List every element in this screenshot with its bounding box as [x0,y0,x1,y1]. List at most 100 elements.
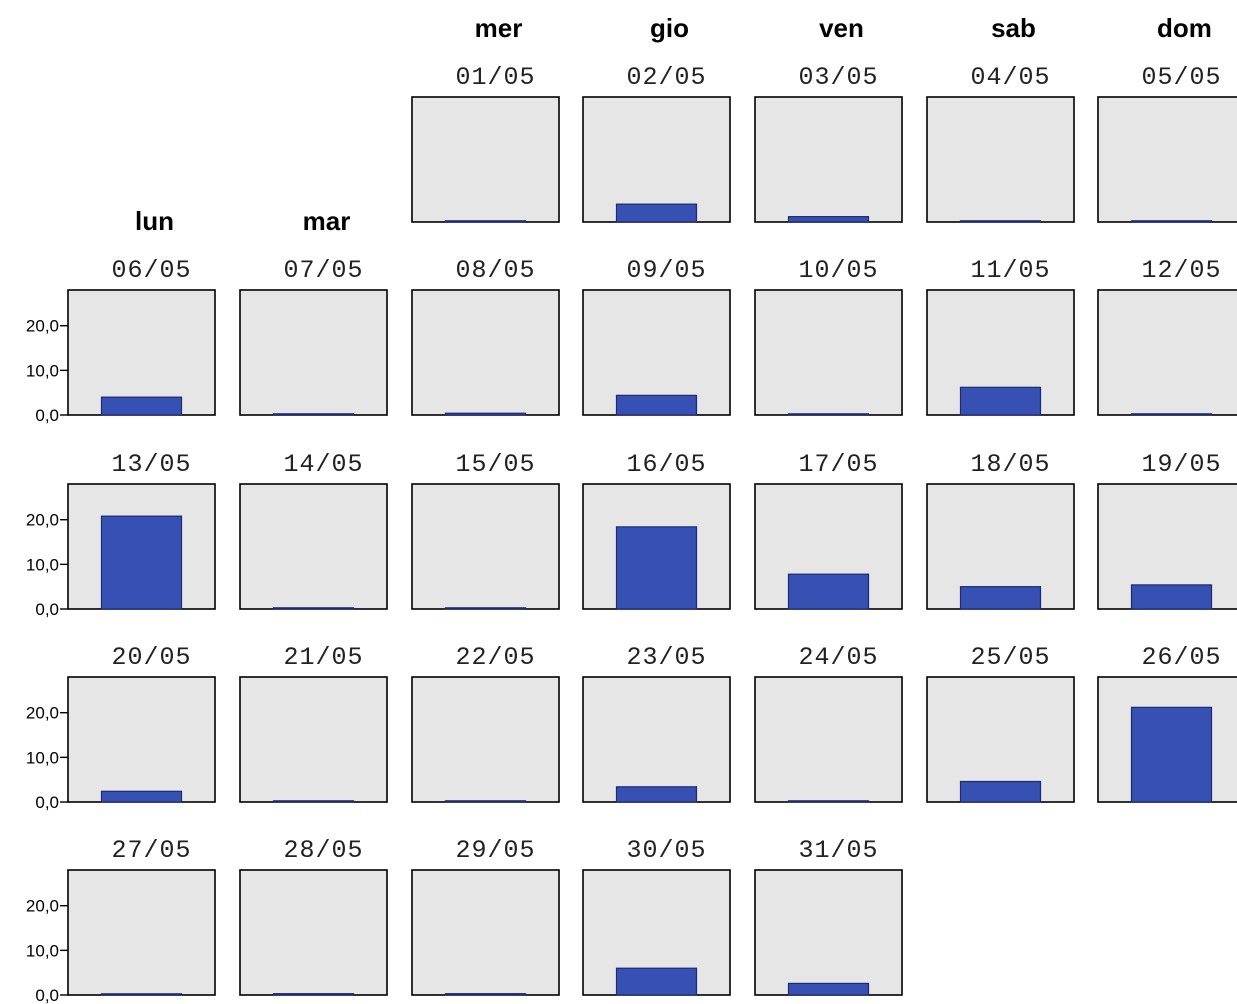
weekday-label-sab: sab [991,13,1036,43]
bar-24-05 [787,800,870,803]
panel-23-05 [582,676,731,803]
bar-05-05 [1130,220,1213,223]
panel-27-05 [67,869,216,996]
date-label-24-05: 24/05 [798,643,878,672]
y-tick-label-row1-1: 10,0 [26,361,59,380]
panel-15-05 [411,483,560,610]
date-label-22-05: 22/05 [455,643,535,672]
y-tick-label-row1-0: 0,0 [35,406,59,425]
date-label-28-05: 28/05 [283,836,363,865]
bar-27-05 [100,993,183,996]
bar-15-05 [444,607,527,610]
panel-14-05 [239,483,388,610]
bar-06-05 [100,396,183,416]
panel-08-05 [411,289,560,416]
bar-30-05 [615,967,698,996]
bar-26-05 [1130,706,1213,803]
date-label-30-05: 30/05 [626,836,706,865]
bar-12-05 [1130,413,1213,416]
date-label-25-05: 25/05 [970,643,1050,672]
panel-10-05 [754,289,903,416]
y-tick-label-row3-2: 20,0 [26,704,59,723]
bar-09-05 [615,394,698,416]
bar-28-05 [272,993,355,996]
bar-08-05 [444,412,527,416]
panel-04-05 [926,96,1075,223]
bar-25-05 [959,780,1042,803]
panel-25-05 [926,676,1075,803]
bar-01-05 [444,220,527,223]
date-label-21-05: 21/05 [283,643,363,672]
bar-04-05 [959,220,1042,223]
bar-17-05 [787,573,870,610]
y-tick-label-row4-2: 20,0 [26,897,59,916]
panel-29-05 [411,869,560,996]
date-label-03-05: 03/05 [798,63,878,92]
weekday-label-lun: lun [135,206,174,236]
bar-10-05 [787,413,870,416]
y-tick-label-row2-0: 0,0 [35,600,59,619]
bar-21-05 [272,800,355,803]
bar-16-05 [615,526,698,610]
panel-02-05 [582,96,731,223]
date-label-23-05: 23/05 [626,643,706,672]
date-label-18-05: 18/05 [970,450,1050,479]
panel-20-05 [67,676,216,803]
panel-09-05 [582,289,731,416]
date-label-07-05: 07/05 [283,256,363,285]
panel-06-05 [67,289,216,416]
weekday-label-mer: mer [475,13,523,43]
date-label-15-05: 15/05 [455,450,535,479]
date-label-09-05: 09/05 [626,256,706,285]
weekday-label-dom: dom [1157,13,1212,43]
date-label-10-05: 10/05 [798,256,878,285]
bar-22-05 [444,800,527,803]
date-label-19-05: 19/05 [1141,450,1221,479]
panel-21-05 [239,676,388,803]
bar-18-05 [959,586,1042,610]
date-label-08-05: 08/05 [455,256,535,285]
y-tick-label-row2-1: 10,0 [26,555,59,574]
date-label-02-05: 02/05 [626,63,706,92]
date-label-14-05: 14/05 [283,450,363,479]
bar-20-05 [100,790,183,803]
bar-29-05 [444,993,527,996]
y-tick-label-row2-2: 20,0 [26,511,59,530]
date-label-27-05: 27/05 [111,836,191,865]
y-tick-label-row4-1: 10,0 [26,941,59,960]
panel-05-05 [1097,96,1237,223]
date-label-29-05: 29/05 [455,836,535,865]
panel-31-05 [754,869,903,996]
y-tick-label-row3-0: 0,0 [35,793,59,812]
bar-07-05 [272,413,355,416]
date-label-26-05: 26/05 [1141,643,1221,672]
panel-24-05 [754,676,903,803]
weekday-label-gio: gio [650,13,689,43]
date-label-16-05: 16/05 [626,450,706,479]
date-label-13-05: 13/05 [111,450,191,479]
y-tick-label-row1-2: 20,0 [26,317,59,336]
bar-03-05 [787,216,870,223]
bar-13-05 [100,515,183,610]
panel-12-05 [1097,289,1237,416]
date-label-05-05: 05/05 [1141,63,1221,92]
bar-23-05 [615,786,698,803]
bar-31-05 [787,982,870,996]
y-tick-label-row3-1: 10,0 [26,748,59,767]
y-tick-label-row4-0: 0,0 [35,986,59,1004]
weekday-label-mar: mar [303,206,351,236]
weekday-label-ven: ven [819,13,864,43]
panel-01-05 [411,96,560,223]
date-label-20-05: 20/05 [111,643,191,672]
panel-22-05 [411,676,560,803]
date-label-06-05: 06/05 [111,256,191,285]
date-label-17-05: 17/05 [798,450,878,479]
date-label-31-05: 31/05 [798,836,878,865]
date-label-12-05: 12/05 [1141,256,1221,285]
bar-14-05 [272,607,355,610]
bar-19-05 [1130,584,1213,610]
panel-03-05 [754,96,903,223]
date-label-01-05: 01/05 [455,63,535,92]
bar-02-05 [615,203,698,223]
